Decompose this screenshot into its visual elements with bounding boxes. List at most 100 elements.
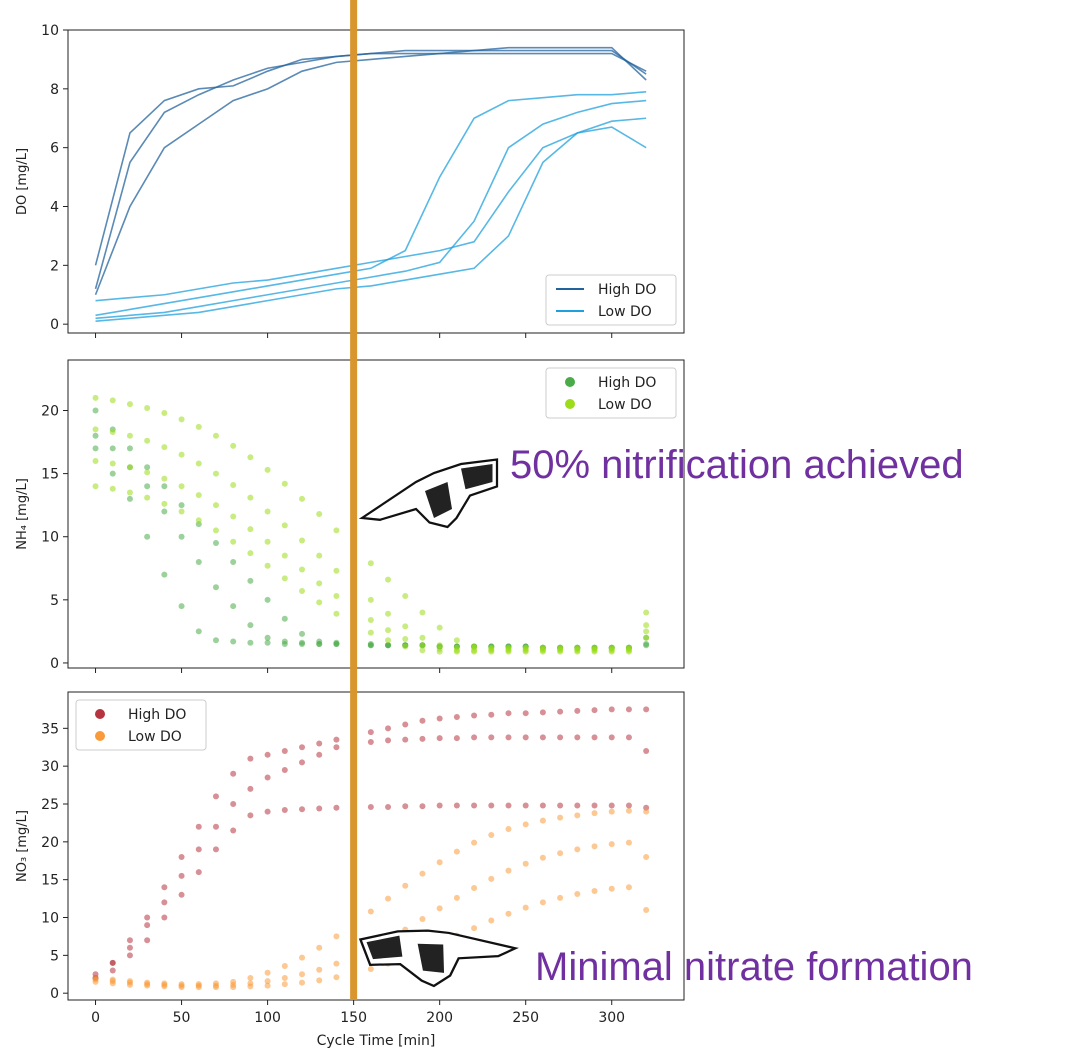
point: [161, 476, 167, 482]
point: [230, 771, 236, 777]
x-tick-label: 0: [91, 1010, 100, 1026]
point: [196, 628, 202, 634]
x-tick-label: 200: [426, 1010, 453, 1026]
point: [161, 899, 167, 905]
legend-swatch: [565, 377, 575, 387]
point: [643, 748, 649, 754]
point: [402, 722, 408, 728]
point: [179, 892, 185, 898]
point: [110, 471, 116, 477]
point: [179, 854, 185, 860]
point: [626, 808, 632, 814]
annotation: 50% nitrification achieved: [510, 443, 964, 487]
point: [419, 871, 425, 877]
point: [402, 803, 408, 809]
y-tick-label: 0: [50, 986, 59, 1002]
point: [299, 640, 305, 646]
point: [402, 623, 408, 629]
point: [523, 821, 529, 827]
point: [196, 559, 202, 565]
point: [368, 729, 374, 735]
point: [179, 508, 185, 514]
point: [144, 483, 150, 489]
point: [471, 840, 477, 846]
point: [144, 922, 150, 928]
point: [110, 429, 116, 435]
point: [299, 567, 305, 573]
point: [110, 486, 116, 492]
y-tick-label: 30: [41, 759, 59, 775]
point: [127, 952, 133, 958]
point: [265, 775, 271, 781]
point: [316, 806, 322, 812]
point: [368, 597, 374, 603]
point: [488, 803, 494, 809]
point: [110, 397, 116, 403]
point: [419, 803, 425, 809]
point: [626, 706, 632, 712]
point: [643, 635, 649, 641]
point: [540, 855, 546, 861]
point: [419, 647, 425, 653]
annotation: Minimal nitrate formation: [535, 945, 973, 989]
point: [333, 737, 339, 743]
point: [523, 861, 529, 867]
point: [247, 975, 253, 981]
point: [419, 635, 425, 641]
point: [609, 886, 615, 892]
point: [93, 395, 99, 401]
point: [230, 603, 236, 609]
point: [316, 967, 322, 973]
point: [454, 803, 460, 809]
point: [626, 840, 632, 846]
point: [557, 850, 563, 856]
legend-label: High DO: [598, 282, 656, 298]
point: [505, 868, 511, 874]
point: [540, 709, 546, 715]
y-tick-label: 4: [50, 200, 59, 216]
y-tick-label: 15: [41, 873, 59, 889]
point: [299, 744, 305, 750]
point: [488, 734, 494, 740]
point: [402, 737, 408, 743]
point: [471, 925, 477, 931]
point: [230, 559, 236, 565]
point: [643, 854, 649, 860]
point: [144, 983, 150, 989]
point: [488, 712, 494, 718]
point: [592, 888, 598, 894]
point: [333, 611, 339, 617]
point: [247, 812, 253, 818]
point: [179, 534, 185, 540]
point: [265, 563, 271, 569]
point: [454, 714, 460, 720]
point: [299, 971, 305, 977]
point: [643, 907, 649, 913]
point: [454, 637, 460, 643]
point: [333, 593, 339, 599]
point: [385, 896, 391, 902]
point: [265, 809, 271, 815]
point: [609, 803, 615, 809]
point: [574, 708, 580, 714]
y-tick-label: 10: [41, 530, 59, 546]
point: [609, 734, 615, 740]
point: [419, 736, 425, 742]
point: [213, 584, 219, 590]
point: [299, 631, 305, 637]
y-tick-label: 15: [41, 467, 59, 483]
point: [419, 916, 425, 922]
point: [247, 756, 253, 762]
point: [265, 467, 271, 473]
point: [505, 803, 511, 809]
y-tick-label: 8: [50, 82, 59, 98]
point: [437, 803, 443, 809]
point: [419, 718, 425, 724]
legend-label: Low DO: [598, 397, 652, 413]
point: [505, 710, 511, 716]
point: [540, 734, 546, 740]
y-axis-label: NH₄ [mg/L]: [15, 478, 30, 550]
point: [110, 967, 116, 973]
point: [454, 735, 460, 741]
